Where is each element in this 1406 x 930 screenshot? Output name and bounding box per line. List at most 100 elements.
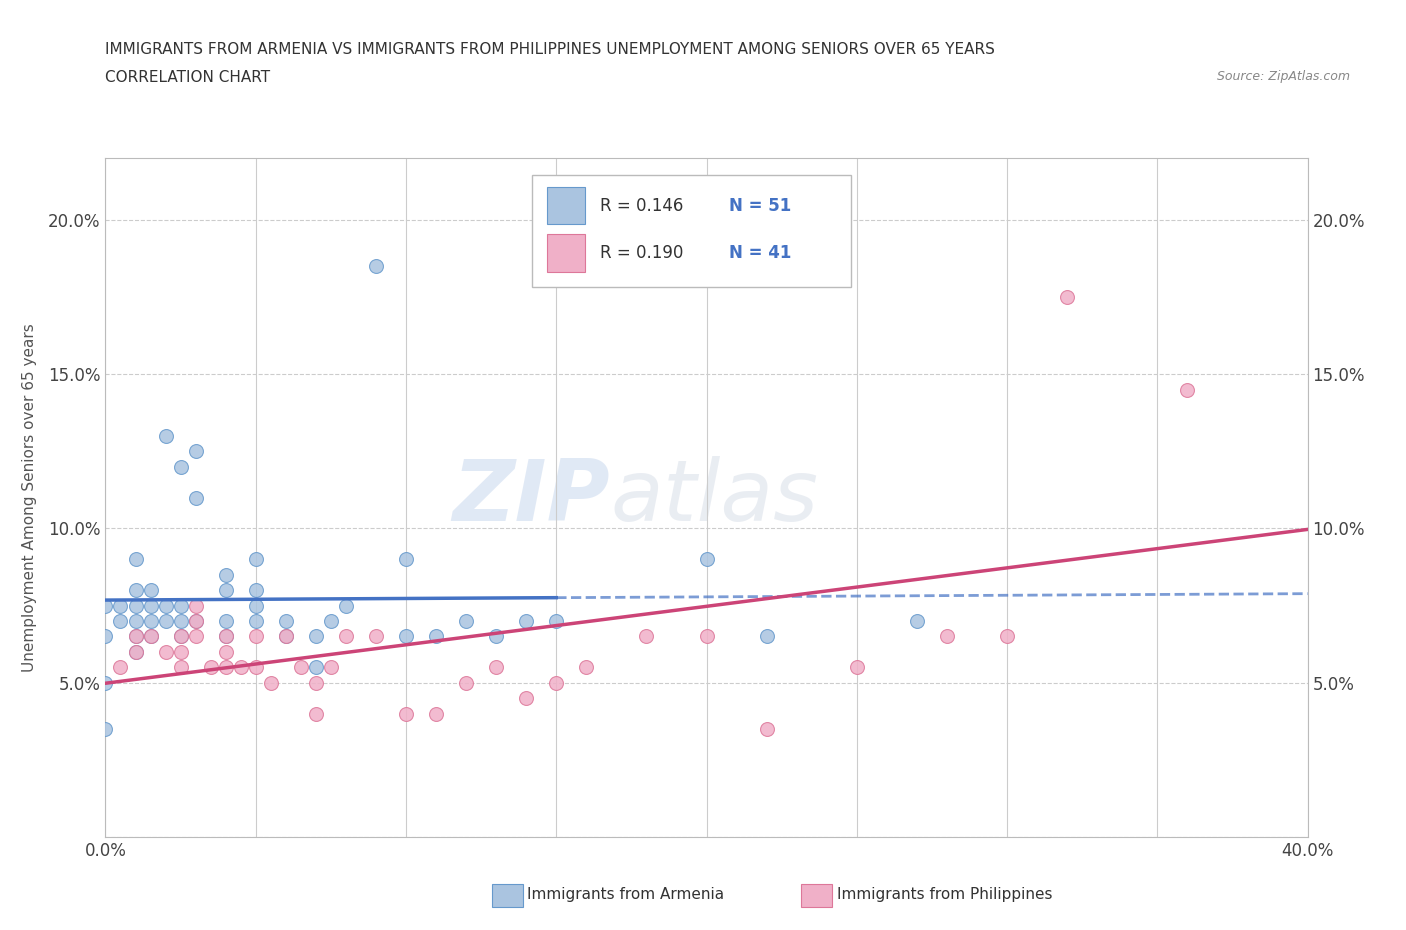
Point xyxy=(274,629,297,644)
Point xyxy=(319,660,342,675)
Point xyxy=(319,614,342,629)
FancyBboxPatch shape xyxy=(547,234,585,272)
Point xyxy=(214,629,236,644)
Point xyxy=(546,614,568,629)
Point xyxy=(124,629,146,644)
Text: Immigrants from Philippines: Immigrants from Philippines xyxy=(837,887,1052,902)
Point xyxy=(845,660,868,675)
Point xyxy=(139,629,162,644)
Point xyxy=(139,598,162,613)
Point xyxy=(364,259,387,273)
Point xyxy=(305,660,328,675)
Point xyxy=(696,551,718,566)
Point xyxy=(335,598,357,613)
Point xyxy=(214,583,236,598)
Point xyxy=(335,629,357,644)
Point xyxy=(155,614,177,629)
Point xyxy=(155,598,177,613)
Point xyxy=(214,660,236,675)
Point xyxy=(755,629,778,644)
Point xyxy=(169,660,191,675)
Point xyxy=(454,675,477,690)
Point xyxy=(169,644,191,659)
Point xyxy=(184,490,207,505)
Point xyxy=(364,629,387,644)
Point xyxy=(636,629,658,644)
FancyBboxPatch shape xyxy=(547,187,585,224)
Point xyxy=(290,660,312,675)
Point xyxy=(169,598,191,613)
Point xyxy=(139,629,162,644)
Point xyxy=(245,629,267,644)
Text: IMMIGRANTS FROM ARMENIA VS IMMIGRANTS FROM PHILIPPINES UNEMPLOYMENT AMONG SENIOR: IMMIGRANTS FROM ARMENIA VS IMMIGRANTS FR… xyxy=(105,42,995,57)
Point xyxy=(485,660,508,675)
Text: R = 0.190: R = 0.190 xyxy=(599,245,683,262)
Point xyxy=(184,598,207,613)
Point xyxy=(395,629,418,644)
Point xyxy=(305,675,328,690)
Point xyxy=(214,644,236,659)
Point xyxy=(94,629,117,644)
Text: R = 0.146: R = 0.146 xyxy=(599,196,683,215)
Point xyxy=(110,660,132,675)
Point xyxy=(184,614,207,629)
Point xyxy=(425,706,447,721)
Point xyxy=(425,629,447,644)
Point xyxy=(110,598,132,613)
Point xyxy=(395,551,418,566)
Point xyxy=(696,629,718,644)
Text: CORRELATION CHART: CORRELATION CHART xyxy=(105,70,270,85)
Point xyxy=(169,629,191,644)
Point xyxy=(139,583,162,598)
Point xyxy=(1056,289,1078,304)
Point xyxy=(184,444,207,458)
Point xyxy=(936,629,959,644)
Point xyxy=(139,614,162,629)
Text: Immigrants from Armenia: Immigrants from Armenia xyxy=(527,887,724,902)
Point xyxy=(245,660,267,675)
Point xyxy=(184,614,207,629)
Point xyxy=(546,675,568,690)
Point xyxy=(94,598,117,613)
Text: N = 41: N = 41 xyxy=(730,245,792,262)
Point xyxy=(124,644,146,659)
Point xyxy=(515,691,537,706)
Point xyxy=(124,614,146,629)
Point xyxy=(124,583,146,598)
Point xyxy=(1175,382,1198,397)
Text: atlas: atlas xyxy=(610,456,818,539)
Point xyxy=(305,629,328,644)
Point xyxy=(575,660,598,675)
Point xyxy=(905,614,928,629)
Point xyxy=(110,614,132,629)
Point xyxy=(515,614,537,629)
Point xyxy=(169,459,191,474)
FancyBboxPatch shape xyxy=(533,175,851,287)
Point xyxy=(94,722,117,737)
Point xyxy=(229,660,252,675)
Point xyxy=(155,644,177,659)
Point xyxy=(184,629,207,644)
Text: Source: ZipAtlas.com: Source: ZipAtlas.com xyxy=(1216,70,1350,83)
Point xyxy=(305,706,328,721)
Point xyxy=(124,551,146,566)
Point xyxy=(245,583,267,598)
Point xyxy=(214,629,236,644)
Point xyxy=(485,629,508,644)
Point xyxy=(214,567,236,582)
Point xyxy=(169,614,191,629)
Point xyxy=(245,598,267,613)
Point xyxy=(245,551,267,566)
Point xyxy=(124,629,146,644)
Y-axis label: Unemployment Among Seniors over 65 years: Unemployment Among Seniors over 65 years xyxy=(22,324,37,671)
Point xyxy=(454,614,477,629)
Point xyxy=(274,614,297,629)
Point xyxy=(200,660,222,675)
Point xyxy=(245,614,267,629)
Point xyxy=(169,629,191,644)
Text: ZIP: ZIP xyxy=(453,456,610,539)
Point xyxy=(260,675,283,690)
Point xyxy=(395,706,418,721)
Point xyxy=(995,629,1018,644)
Point xyxy=(124,598,146,613)
